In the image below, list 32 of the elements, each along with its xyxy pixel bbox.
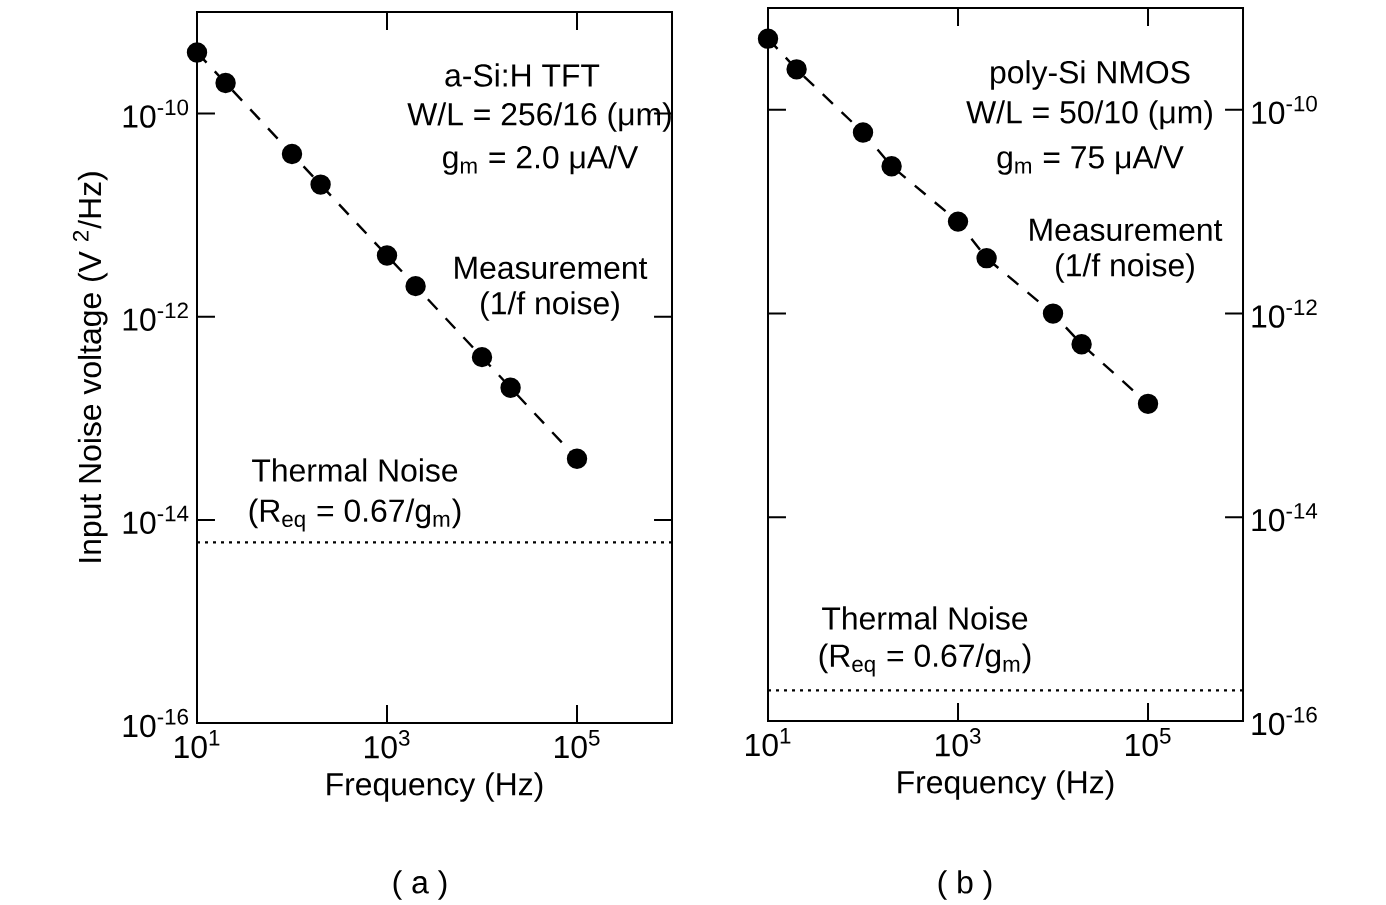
annotation: a-Si:H TFT: [445, 63, 600, 87]
annotation: Measurement: [1030, 218, 1223, 242]
y-tick-label: 10$^{-14}$: [1252, 503, 1318, 532]
annotation: Thermal Noise: [252, 458, 458, 482]
annotation: (R$_{eq}$ = 0.67/g$_{m}$): [819, 643, 1031, 677]
text: ( a ): [393, 870, 447, 900]
annotation: Measurement: [455, 256, 648, 280]
x-tick-label: 10$^{5}$: [555, 730, 600, 759]
x-axis-title: Frequency (Hz): [327, 772, 543, 802]
y-tick-label: 10$^{-12}$: [123, 302, 188, 331]
y-axis-title: Input Noise voltage (V $^{2}$/Hz): [72, 172, 108, 562]
annotation: (1/f noise): [481, 291, 619, 321]
x-tick-label: 10$^{3}$: [936, 728, 981, 757]
annotation: poly-Si NMOS: [991, 60, 1190, 90]
text: ( b ): [938, 870, 992, 900]
annotation: W/L = 50/10 (μm): [966, 100, 1212, 130]
y-tick-label: 10$^{-16}$: [1252, 706, 1317, 736]
x-tick-label: 10$^{5}$: [1126, 728, 1171, 757]
annotation: (R$_{eq}$ = 0.67/g$_{m}$): [249, 498, 461, 532]
x-tick-label: 10$^{3}$: [365, 730, 410, 759]
y-tick-label: 10$^{-14}$: [123, 505, 189, 534]
y-tick-label: 10$^{-10}$: [123, 99, 189, 128]
annotation: g$_{m}$ = 2.0 μA/V: [443, 145, 639, 175]
y-tick-label: 10$^{-12}$: [1252, 299, 1317, 328]
x-tick-label: 10$^{1}$: [175, 730, 220, 759]
annotation: W/L = 256/16 (μm): [407, 102, 671, 132]
x-tick-label: 10$^{1}$: [746, 728, 791, 757]
annotation: g$_{m}$ = 75 μA/V: [997, 145, 1184, 175]
y-tick-label: 10$^{-10}$: [1252, 95, 1317, 125]
annotation: (1/f noise): [1056, 253, 1194, 283]
x-axis-title: Frequency (Hz): [898, 770, 1114, 800]
annotation: Thermal Noise: [822, 606, 1028, 630]
